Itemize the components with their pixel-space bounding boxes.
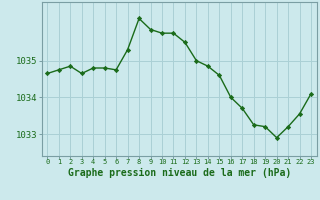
X-axis label: Graphe pression niveau de la mer (hPa): Graphe pression niveau de la mer (hPa): [68, 168, 291, 178]
